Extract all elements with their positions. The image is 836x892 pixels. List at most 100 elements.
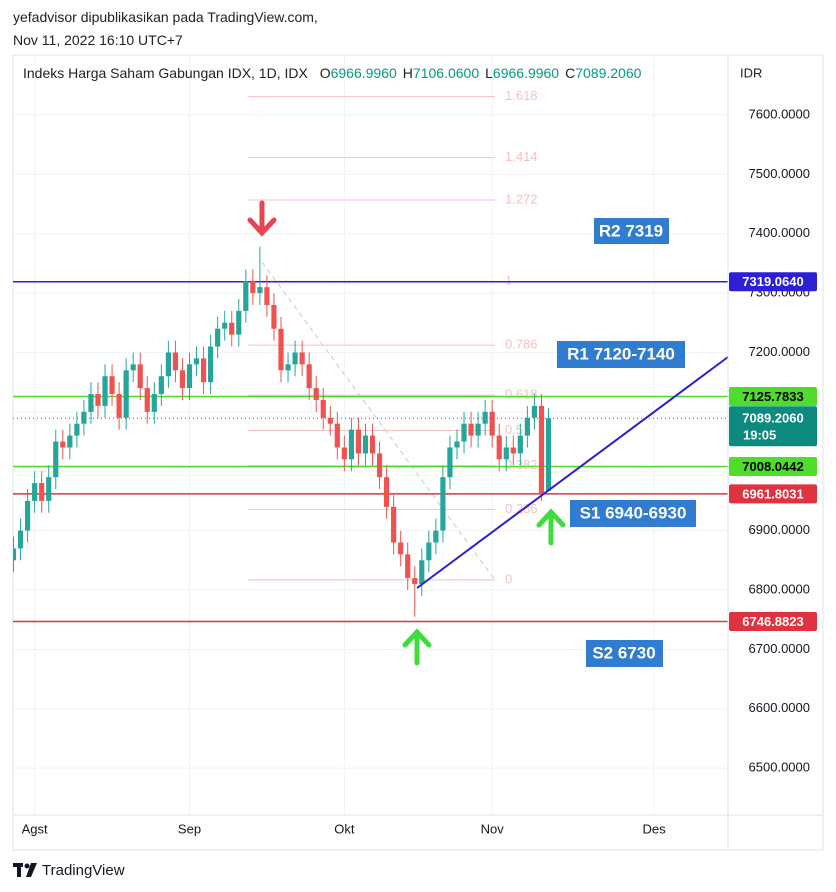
ohlc-value: 7106.0600 <box>412 65 480 81</box>
candle-body <box>39 483 45 501</box>
candle-body <box>327 417 333 424</box>
arrow-down <box>247 200 277 237</box>
candle-body <box>67 435 73 448</box>
candle-body <box>517 435 523 454</box>
x-tick-label: Agst <box>22 821 48 836</box>
candle-body <box>222 322 228 329</box>
countdown: 19:05 <box>743 428 776 443</box>
candle-body <box>215 328 221 347</box>
price-tag-label: 7008.0442 <box>742 459 803 474</box>
price-tag-label: 7319.0640 <box>742 274 803 289</box>
candle-body <box>278 328 284 371</box>
brand-logo <box>13 863 37 877</box>
ohlc-key: O <box>319 65 331 81</box>
candle-body <box>362 435 369 454</box>
candle-body <box>123 370 129 418</box>
candle-body <box>229 322 235 335</box>
brand: TradingView <box>42 862 125 879</box>
fib-label: 1.272 <box>505 191 538 206</box>
candle-body <box>172 352 179 371</box>
candle-body <box>60 441 66 448</box>
candle-body <box>130 364 136 371</box>
candle-body <box>109 376 115 395</box>
x-tick-label: Nov <box>481 821 505 836</box>
price-tag <box>729 456 817 476</box>
candle-body <box>116 394 122 418</box>
author-line: yefadvisor dipublikasikan pada TradingVi… <box>13 9 318 25</box>
candle-body <box>17 530 24 549</box>
candle-body <box>348 429 355 460</box>
candle-body <box>13 548 17 561</box>
annotation-box <box>586 640 663 667</box>
x-tick-label: Okt <box>334 821 355 836</box>
candle-body <box>102 376 108 406</box>
candle-body <box>426 542 432 561</box>
candle-body <box>313 388 319 400</box>
candle-body <box>503 447 509 460</box>
annotation-box <box>570 500 696 527</box>
arrow-up <box>402 508 566 666</box>
price-tag-label: 6746.8823 <box>742 614 803 629</box>
y-tick-label: 7200.0000 <box>749 344 810 359</box>
ohlc-key: H <box>402 65 413 81</box>
price-tag <box>729 612 817 632</box>
candle-body <box>81 411 87 424</box>
y-tick-label: 6700.0000 <box>749 641 810 656</box>
candle-body <box>264 287 270 305</box>
y-tick-label: 7400.0000 <box>749 225 810 240</box>
candle-body <box>440 477 446 531</box>
candle-body <box>24 500 31 531</box>
candle-body <box>32 483 38 501</box>
x-tick-label: Sep <box>178 821 201 836</box>
candle-body <box>193 358 200 365</box>
price-tags: 7319.0640 7125.7833 7008.0442 6961.8031 6746… <box>729 272 817 632</box>
candle-body <box>405 554 411 579</box>
candle-body <box>482 411 488 424</box>
candle-body <box>489 411 495 436</box>
candle-body <box>186 364 193 389</box>
annotations: R2 7319 R1 7120-7140 S1 6940-6930 S2 673… <box>557 218 696 667</box>
fib-label: 1.618 <box>505 88 538 103</box>
candle-body <box>285 364 291 371</box>
annotation-box <box>594 218 669 244</box>
candle-body <box>250 281 256 294</box>
candle-body <box>447 447 453 478</box>
candle-body <box>320 399 326 418</box>
y-tick-label: 6900.0000 <box>749 522 810 537</box>
timestamp: Nov 11, 2022 16:10 UTC+7 <box>13 32 183 48</box>
candle-body <box>46 477 52 501</box>
price-tag <box>729 272 817 292</box>
y-tick-label: 7500.0000 <box>749 166 810 181</box>
price-tag <box>729 387 817 407</box>
currency: IDR <box>740 65 762 80</box>
annotation: R2 7319 <box>599 221 663 240</box>
fib-diagonal <box>261 261 496 581</box>
candle-body <box>510 447 516 454</box>
price-tag <box>729 484 817 504</box>
fib-label: 0.786 <box>505 337 538 352</box>
candle-body <box>137 364 143 389</box>
candle-body <box>200 358 207 383</box>
candle-body <box>292 352 298 365</box>
candle-body <box>475 423 481 436</box>
candle-body <box>158 376 164 395</box>
candle-body <box>538 405 545 494</box>
candle-body <box>391 506 397 543</box>
trend-line <box>416 356 729 589</box>
ohlc-key: L <box>485 65 493 81</box>
candle-body <box>74 423 80 436</box>
candle-body <box>383 477 390 507</box>
candle-body <box>376 453 383 478</box>
candle-body <box>257 287 263 294</box>
candle-body <box>151 394 157 412</box>
candle-body <box>88 394 94 412</box>
legend: Indeks Harga Saham Gabungan IDX, 1D, IDX… <box>23 65 675 81</box>
candle-body <box>236 310 242 335</box>
candle-body <box>299 352 305 365</box>
candle-body <box>412 578 418 585</box>
candle-body <box>524 417 530 436</box>
fib-label: 1.414 <box>505 149 538 164</box>
x-tick-label: Des <box>643 821 667 836</box>
price-tag-label: 6961.8031 <box>742 486 803 501</box>
